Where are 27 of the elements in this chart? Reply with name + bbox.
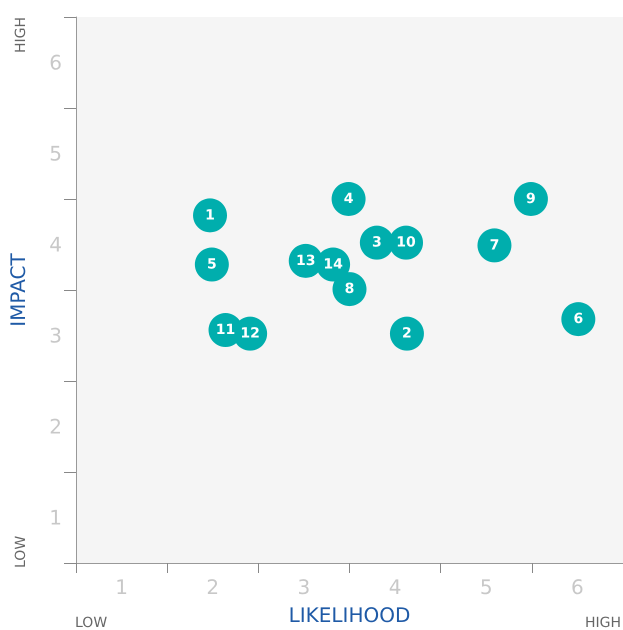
text: LOW xyxy=(75,615,108,630)
series-label: 12 xyxy=(240,326,260,342)
series-label: 3 xyxy=(372,234,382,251)
point xyxy=(561,302,596,336)
series-label: 10 xyxy=(396,234,416,251)
point xyxy=(194,248,229,282)
text: LOW xyxy=(13,536,29,568)
series-label: 4 xyxy=(344,191,354,207)
series-label: 1 xyxy=(205,207,215,224)
text: HIGH xyxy=(584,615,622,630)
series-label: 11 xyxy=(216,322,236,338)
series-label: 13 xyxy=(296,252,316,269)
point xyxy=(514,182,548,216)
point xyxy=(477,228,512,262)
series-label: 5 xyxy=(206,256,217,273)
text: HIGH xyxy=(13,16,29,54)
series-label: 6 xyxy=(573,311,584,328)
series-label: 8 xyxy=(344,281,354,298)
point xyxy=(390,316,424,351)
series-label: 9 xyxy=(526,191,536,207)
series-label: 2 xyxy=(402,326,412,342)
series-label: 14 xyxy=(323,256,344,273)
x-axis-title: LIKELIHOOD xyxy=(288,603,410,627)
series-label: 7 xyxy=(490,237,500,254)
y-axis-title: IMPACT xyxy=(6,252,30,327)
point xyxy=(193,198,228,232)
point xyxy=(332,182,366,216)
